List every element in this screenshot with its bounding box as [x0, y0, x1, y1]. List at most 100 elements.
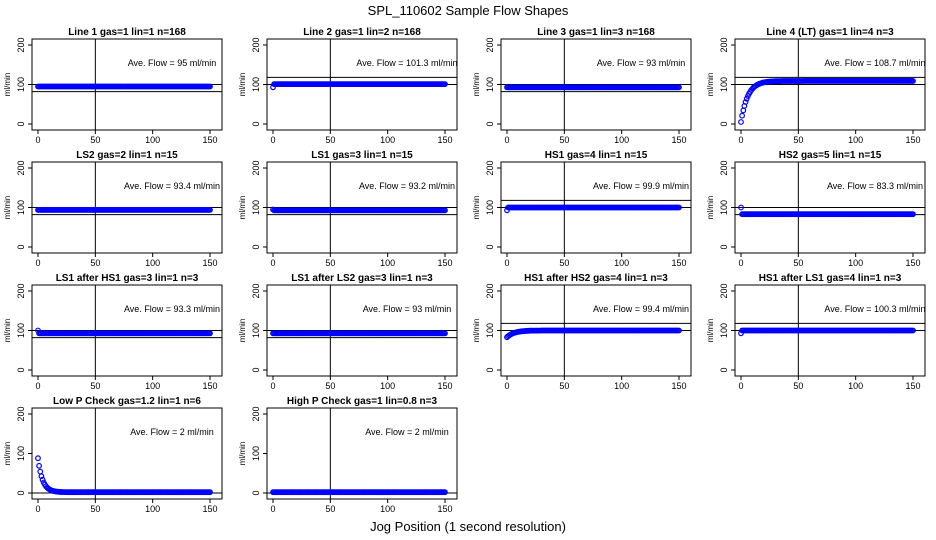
x-tick-label: 50	[90, 381, 100, 391]
panel-title: LS1 gas=3 lin=1 n=15	[311, 150, 413, 161]
flow-annotation: Ave. Flow = 83.3 ml/min	[827, 181, 923, 191]
x-tick-label: 0	[270, 258, 275, 268]
data-point	[676, 204, 682, 211]
chart-panel: HS1 after HS2 gas=4 lin=1 n=3 0 50 100 150 0 1…	[472, 273, 692, 391]
chart-panel: Line 4 (LT) gas=1 lin=4 n=3 0 50 100 150 0 100…	[706, 27, 926, 145]
y-tick-label: 0	[16, 367, 26, 372]
y-tick-label: 0	[485, 121, 495, 126]
panel-title: HS2 gas=5 lin=1 n=15	[779, 150, 882, 161]
y-axis-label: ml/min	[238, 196, 247, 220]
y-axis-label: ml/min	[706, 73, 715, 97]
x-tick-label: 100	[848, 381, 863, 391]
data-point	[743, 95, 750, 102]
x-tick-label: 50	[90, 135, 100, 145]
y-tick-label: 100	[485, 323, 495, 338]
data-point	[207, 83, 213, 90]
y-tick-label: 200	[719, 283, 729, 298]
flow-annotation: Ave. Flow = 93.4 ml/min	[124, 181, 220, 191]
x-tick-label: 50	[793, 135, 803, 145]
y-tick-label: 0	[251, 367, 261, 372]
x-tick-label: 100	[614, 135, 629, 145]
x-tick-label: 0	[738, 135, 743, 145]
y-tick-label: 100	[719, 77, 729, 92]
x-tick-label: 150	[202, 381, 217, 391]
x-tick-label: 150	[437, 135, 452, 145]
panel-title: Low P Check gas=1.2 lin=1 n=6	[53, 396, 201, 407]
x-tick-label: 0	[504, 381, 509, 391]
x-tick-label: 0	[738, 258, 743, 268]
x-tick-label: 0	[504, 135, 509, 145]
y-tick-label: 100	[485, 77, 495, 92]
x-axis-label: Jog Position (1 second resolution)	[370, 519, 566, 534]
x-tick-label: 50	[90, 504, 100, 514]
plot-frame	[31, 407, 223, 500]
y-axis-label: ml/min	[238, 73, 247, 97]
x-tick-label: 100	[614, 381, 629, 391]
y-tick-label: 200	[719, 37, 729, 52]
chart-panel: LS2 gas=2 lin=1 n=15 0 50 100 150 0 100 200 ml/m…	[3, 150, 223, 268]
x-tick-label: 0	[270, 504, 275, 514]
y-tick-label: 100	[16, 200, 26, 215]
flow-annotation: Ave. Flow = 99.4 ml/min	[593, 304, 689, 314]
y-tick-label: 200	[485, 283, 495, 298]
x-tick-label: 100	[380, 258, 395, 268]
data-point	[676, 327, 682, 334]
x-tick-label: 150	[202, 504, 217, 514]
y-tick-label: 0	[251, 244, 261, 249]
y-tick-label: 100	[251, 446, 261, 461]
flow-annotation: Ave. Flow = 2 ml/min	[130, 427, 214, 437]
data-point	[442, 81, 448, 87]
data-point	[35, 455, 41, 462]
y-tick-label: 0	[719, 121, 729, 126]
panel-title: LS1 after HS1 gas=3 lin=1 n=3	[56, 273, 199, 284]
flow-annotation: Ave. Flow = 99.9 ml/min	[593, 181, 689, 191]
x-tick-label: 150	[671, 135, 686, 145]
panel-title: Line 2 gas=1 lin=2 n=168	[303, 27, 421, 38]
y-tick-label: 200	[16, 160, 26, 175]
y-axis-label: ml/min	[3, 73, 12, 97]
y-tick-label: 200	[485, 37, 495, 52]
data-point	[207, 489, 213, 496]
y-tick-label: 200	[16, 37, 26, 52]
panels: Line 1 gas=1 lin=1 n=168 0 50 100 150 0 100 200…	[3, 27, 926, 514]
y-tick-label: 100	[16, 77, 26, 92]
panel-title: Line 4 (LT) gas=1 lin=4 n=3	[766, 27, 894, 38]
y-tick-label: 100	[485, 200, 495, 215]
x-tick-label: 0	[270, 381, 275, 391]
data-point	[738, 204, 744, 211]
y-tick-label: 200	[251, 283, 261, 298]
x-tick-label: 50	[793, 381, 803, 391]
flow-annotation: Ave. Flow = 2 ml/min	[365, 427, 449, 437]
data-point	[442, 489, 448, 496]
data-point	[207, 330, 213, 337]
plot-frame	[266, 407, 458, 500]
panel-title: LS1 after LS2 gas=3 lin=1 n=3	[291, 273, 433, 284]
y-tick-label: 100	[719, 200, 729, 215]
flow-annotation: Ave. Flow = 100.3 ml/min	[824, 304, 925, 314]
x-tick-label: 50	[325, 135, 335, 145]
y-tick-label: 0	[719, 244, 729, 249]
flow-annotation: Ave. Flow = 93 ml/min	[597, 58, 686, 68]
data-point	[739, 112, 745, 119]
panel-title: Line 3 gas=1 lin=3 n=168	[537, 27, 655, 38]
x-tick-label: 150	[905, 135, 920, 145]
data-point	[738, 119, 744, 125]
panel-title: High P Check gas=1 lin=0.8 n=3	[287, 396, 438, 407]
x-tick-label: 100	[848, 258, 863, 268]
data-point	[38, 473, 45, 480]
chart-panel: LS1 after LS2 gas=3 lin=1 n=3 0 50 100 150 0 1…	[238, 273, 458, 391]
data-point	[910, 77, 916, 84]
data-point	[442, 330, 448, 337]
x-tick-label: 150	[671, 258, 686, 268]
y-tick-label: 200	[251, 406, 261, 421]
y-axis-label: ml/min	[472, 196, 481, 220]
x-tick-label: 0	[738, 381, 743, 391]
data-point	[36, 462, 42, 469]
y-tick-label: 100	[251, 200, 261, 215]
x-tick-label: 50	[325, 258, 335, 268]
flow-annotation: Ave. Flow = 93.2 ml/min	[359, 181, 455, 191]
y-tick-label: 200	[251, 37, 261, 52]
x-tick-label: 100	[145, 381, 160, 391]
x-tick-label: 100	[380, 504, 395, 514]
y-tick-label: 100	[16, 446, 26, 461]
